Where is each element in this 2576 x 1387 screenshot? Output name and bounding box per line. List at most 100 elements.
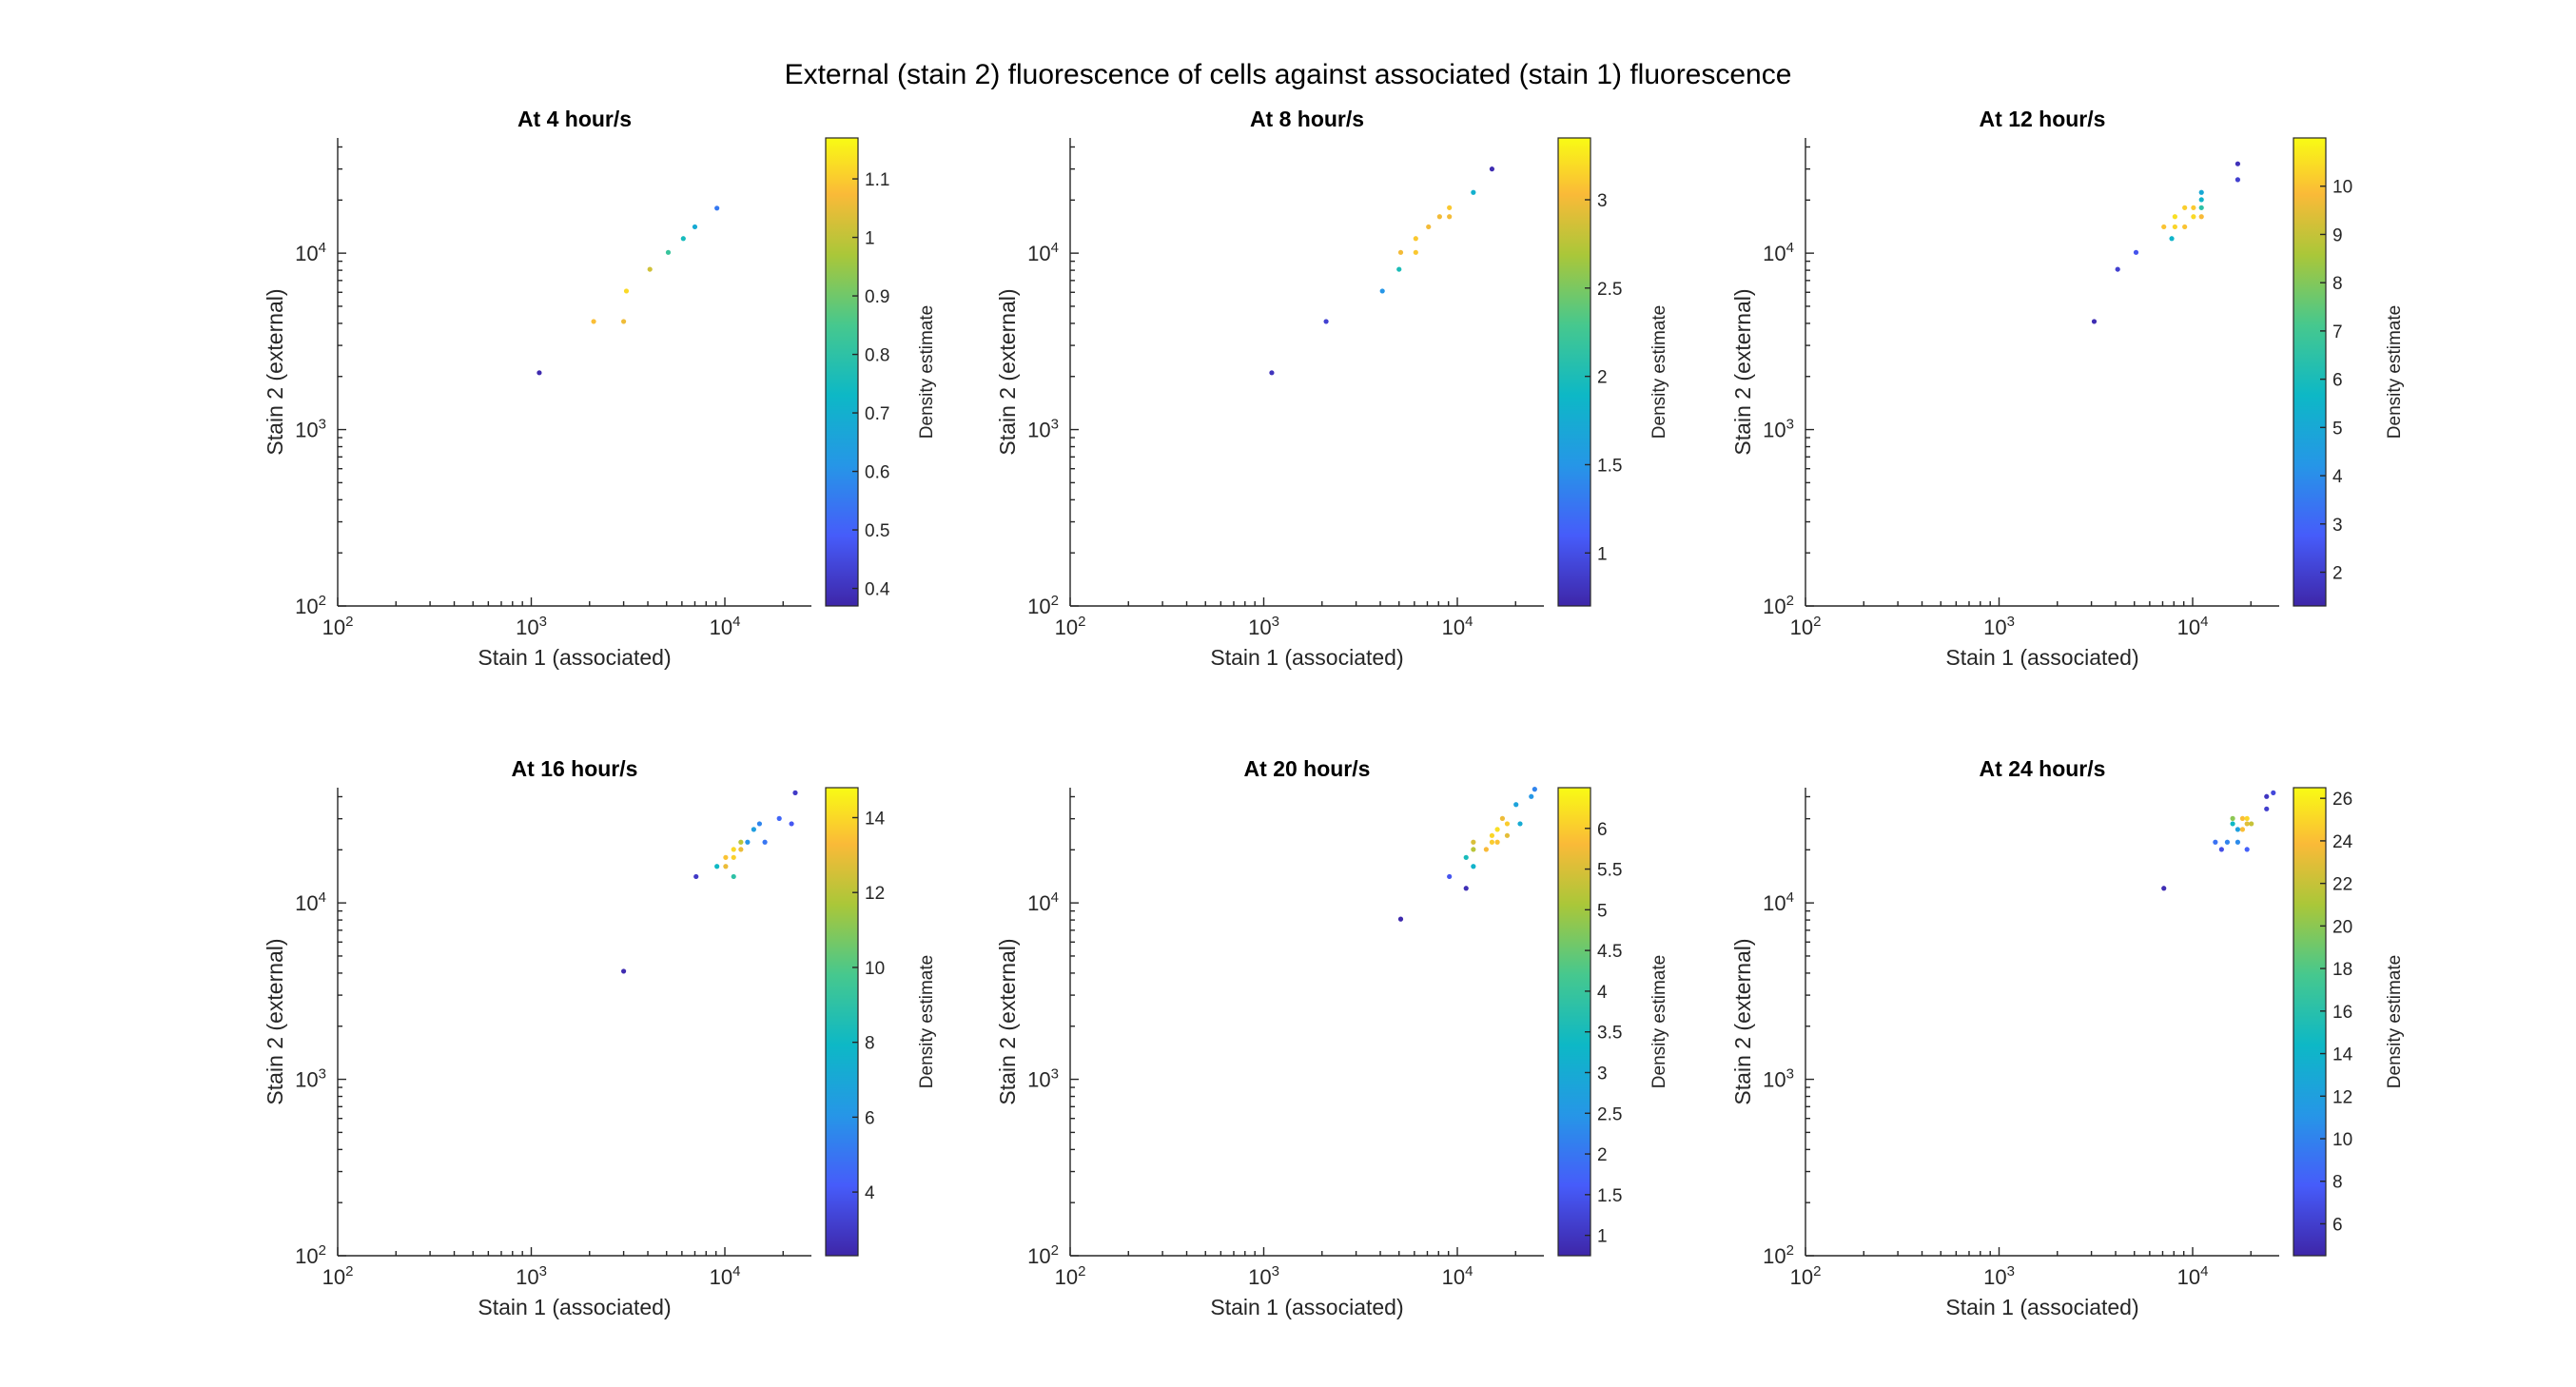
colorbar-tick-label: 5.5 (1597, 861, 1622, 881)
data-point (1323, 319, 1329, 324)
data-point (1463, 854, 1469, 860)
data-point (1397, 916, 1404, 922)
colorbar-gradient (2293, 137, 2327, 607)
x-axis-label: Stain 1 (associated) (1945, 645, 2138, 670)
data-point (2191, 205, 2196, 210)
data-point (2230, 821, 2235, 827)
y-axis-label: Stain 2 (external) (995, 938, 1020, 1104)
data-point (1471, 847, 1476, 852)
data-point (1489, 166, 1495, 172)
colorbar-tick-label: 8 (2332, 1173, 2343, 1193)
data-point (731, 847, 736, 852)
data-point (2271, 790, 2276, 795)
colorbar-tick-label: 4 (1597, 983, 1608, 1003)
data-point (591, 319, 596, 324)
data-point (537, 370, 542, 376)
x-tick-label: 104 (1442, 1263, 1473, 1289)
x-tick-label: 103 (1983, 614, 2015, 639)
data-point (714, 864, 720, 869)
data-point (738, 839, 744, 845)
data-point (1504, 821, 1511, 827)
data-point (2191, 214, 2196, 220)
data-point (1471, 189, 1476, 195)
colorbar-tick-label: 1.5 (1597, 1186, 1622, 1206)
data-point (1513, 802, 1519, 808)
colorbar: 2 3 4 5 6 7 8 9 10 Density estimate (2293, 137, 2405, 607)
y-axis-label: Stain 2 (external) (1730, 938, 1755, 1104)
data-point (665, 249, 672, 255)
data-point (2161, 224, 2167, 230)
colorbar-tick-label: 6 (1597, 820, 1608, 840)
x-tick-label: 104 (710, 614, 741, 639)
data-point (2218, 847, 2224, 852)
colorbar-tick-label: 8 (2332, 274, 2343, 294)
x-tick-label: 102 (322, 614, 354, 639)
colorbar-tick-label: 4.5 (1597, 942, 1622, 962)
data-point (2198, 214, 2204, 220)
data-point (2234, 177, 2241, 183)
colorbar-tick-label: 2 (1597, 1145, 1608, 1165)
data-point (2230, 815, 2235, 821)
data-point (776, 815, 782, 821)
y-axis-label: Stain 2 (external) (263, 288, 287, 455)
x-tick-label: 102 (1055, 614, 1086, 639)
data-point (1532, 787, 1537, 792)
y-axis-label: Stain 2 (external) (1730, 288, 1755, 455)
y-axis-label: Stain 2 (external) (995, 288, 1020, 455)
panel-title: At 4 hour/s (517, 107, 632, 131)
colorbar: 6 8 10 12 14 16 18 20 22 24 26 Density estimate (2293, 787, 2405, 1257)
colorbar: 1 1.5 2 2.5 3 3.5 4 4.5 5 5.5 6 Density estimate (1557, 787, 1669, 1257)
x-tick-label: 102 (1790, 1263, 1822, 1289)
x-axis-label: Stain 1 (associated) (1945, 1295, 2138, 1319)
data-point (2169, 236, 2175, 242)
colorbar-gradient (825, 787, 859, 1257)
data-point (714, 205, 720, 211)
colorbar-tick-label: 6 (2332, 371, 2343, 391)
data-point (2182, 205, 2188, 210)
colorbar-tick-label: 5 (2332, 419, 2343, 439)
colorbar-tick-label: 16 (2332, 1003, 2352, 1023)
x-axis-label: Stain 1 (associated) (478, 645, 671, 670)
colorbar-tick-label: 3.5 (1597, 1024, 1622, 1044)
data-point (1483, 847, 1489, 852)
data-point (792, 790, 798, 795)
y-tick-label: 104 (295, 240, 326, 265)
colorbar-label: Density estimate (2385, 955, 2405, 1088)
colorbar: 0.4 0.5 0.6 0.7 0.8 0.9 1 1.1 Density estimate (825, 137, 937, 607)
data-point (2249, 821, 2254, 827)
colorbar-tick-label: 0.8 (865, 346, 889, 366)
data-point (1426, 224, 1432, 230)
data-point (1447, 214, 1453, 220)
data-point (1517, 821, 1523, 827)
data-point (2172, 224, 2177, 230)
data-point (680, 236, 686, 242)
colorbar-gradient (825, 137, 859, 607)
y-tick-label: 102 (295, 1242, 326, 1268)
data-point (751, 827, 756, 832)
data-point (1489, 832, 1495, 838)
data-point (756, 821, 763, 827)
data-point (2234, 839, 2241, 845)
y-tick-label: 103 (295, 1066, 326, 1092)
data-point (1504, 832, 1511, 838)
colorbar-tick-label: 1.1 (865, 170, 889, 190)
colorbar: 4 6 8 10 12 14 Density estimate (825, 787, 937, 1257)
data-point (2198, 205, 2204, 210)
colorbar-tick-label: 4 (2332, 467, 2343, 487)
x-tick-label: 102 (322, 1263, 354, 1289)
colorbar-tick-label: 6 (2332, 1215, 2343, 1235)
colorbar: 1 1.5 2 2.5 3 Density estimate (1557, 137, 1669, 607)
colorbar-tick-label: 12 (2332, 1087, 2352, 1107)
colorbar-label: Density estimate (1649, 305, 1669, 439)
data-point (2091, 319, 2098, 324)
colorbar-tick-label: 2 (2332, 563, 2343, 583)
data-point (1494, 839, 1500, 845)
x-axis-label: Stain 1 (associated) (1210, 1295, 1403, 1319)
data-point (2213, 839, 2218, 845)
data-point (2182, 224, 2188, 230)
colorbar-tick-label: 7 (2332, 322, 2343, 342)
y-tick-label: 104 (1027, 240, 1059, 265)
y-axis-label: Stain 2 (external) (263, 938, 287, 1104)
